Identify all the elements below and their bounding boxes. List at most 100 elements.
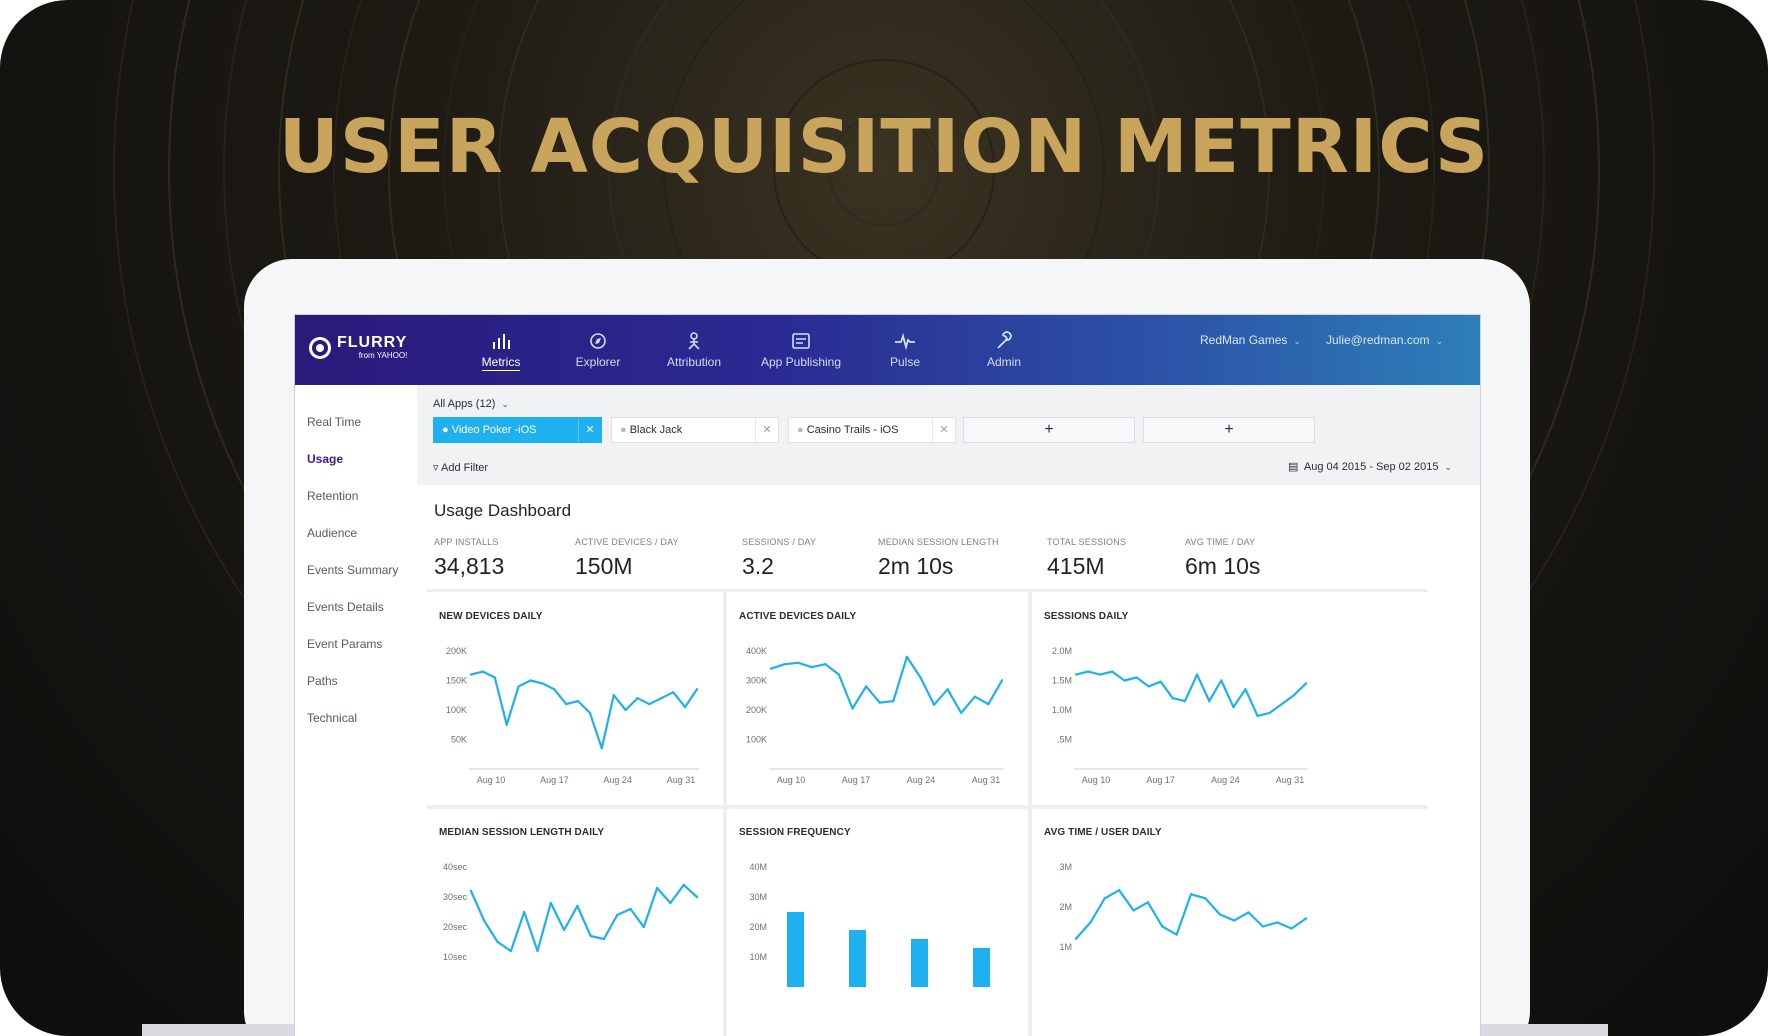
data-point xyxy=(960,711,963,715)
org-selector[interactable]: RedMan Games ⌄ xyxy=(1200,333,1301,347)
y-tick-label: 50K xyxy=(451,735,467,745)
data-point xyxy=(1256,714,1259,718)
sidebar-item-retention[interactable]: Retention xyxy=(307,489,359,503)
data-point xyxy=(1000,679,1004,682)
chart-card-avg-time: AVG TIME / USER DAILY 3M 2M 1M xyxy=(1032,809,1332,1036)
sidebar-item-technical[interactable]: Technical xyxy=(307,711,358,725)
data-point xyxy=(624,708,627,712)
data-point xyxy=(660,696,663,700)
y-tick-label: 100K xyxy=(746,735,767,745)
y-tick-label: 1M xyxy=(1059,942,1072,952)
data-point xyxy=(1204,897,1207,900)
data-point xyxy=(946,688,949,691)
sidebar-item-usage[interactable]: Usage xyxy=(307,452,344,466)
y-tick-label: 150K xyxy=(446,676,467,686)
data-point xyxy=(1304,917,1308,920)
chart-title: MEDIAN SESSION LENGTH DAILY xyxy=(439,827,605,838)
data-point xyxy=(1232,919,1236,922)
sidebar-item-event-params[interactable]: Event Params xyxy=(307,637,383,651)
chart-card-active-devices: ACTIVE DEVICES DAILY 400K 300K 200K 100K Aug … xyxy=(727,593,1028,805)
data-point xyxy=(878,701,881,704)
chart-svg: 400K 300K 200K 100K Aug 10 Aug 17 Aug 24 Aug 31 xyxy=(746,646,1004,785)
y-tick-label: 400K xyxy=(746,646,767,656)
flurry-logo[interactable]: FLURRY from YAHOO! xyxy=(309,335,407,360)
data-point xyxy=(973,695,977,698)
app-chip-label: Video Poker -iOS xyxy=(451,424,537,436)
close-icon[interactable]: ✕ xyxy=(932,418,955,442)
y-tick-label: 40M xyxy=(749,862,767,872)
data-point xyxy=(1132,909,1135,912)
data-point xyxy=(553,688,556,691)
data-point xyxy=(1111,670,1114,673)
app-chip-black-jack[interactable]: ● Black Jack ✕ xyxy=(611,417,779,443)
x-tick-label: Aug 17 xyxy=(1146,775,1175,785)
chart-card-sessions: SESSIONS DAILY 2.0M 1.5M 1.0M .5M Aug 10 Aug 1… xyxy=(1032,593,1332,805)
nav-pulse[interactable]: Pulse xyxy=(855,331,955,369)
data-point xyxy=(509,949,513,953)
nav-app-publishing[interactable]: App Publishing xyxy=(741,331,861,369)
nav-app-publishing-label: App Publishing xyxy=(760,355,842,369)
nav-explorer[interactable]: Explorer xyxy=(548,331,648,369)
data-point xyxy=(1292,694,1296,697)
nav-admin-label: Admin xyxy=(986,355,1021,369)
stat-app-installs: APP INSTALLS 34,813 xyxy=(434,537,504,580)
series-line xyxy=(1075,889,1307,940)
filter-icon: ▿ xyxy=(433,462,439,474)
data-point xyxy=(864,685,868,688)
chart-card-new-devices: NEW DEVICES DAILY 200K 150K 100K 50K Aug 10 Au… xyxy=(427,593,723,805)
data-point xyxy=(589,934,592,938)
nav-admin[interactable]: Admin xyxy=(954,331,1054,369)
data-point xyxy=(1074,673,1078,676)
data-point xyxy=(669,901,672,905)
add-app-button[interactable]: + xyxy=(963,417,1135,443)
app-chip-casino-trails[interactable]: ● Casino Trails - iOS ✕ xyxy=(788,417,956,443)
add-app-button-2[interactable]: + xyxy=(1143,417,1315,443)
stat-label: SESSIONS / DAY xyxy=(742,537,817,547)
data-point xyxy=(1099,673,1102,676)
sidebar-item-events-summary[interactable]: Events Summary xyxy=(307,563,399,577)
sidebar-item-audience[interactable]: Audience xyxy=(307,526,358,540)
close-icon[interactable]: ✕ xyxy=(755,418,778,442)
y-tick-label: 10M xyxy=(749,952,767,962)
sidebar-item-events-details[interactable]: Events Details xyxy=(307,600,384,614)
data-point xyxy=(1123,679,1126,682)
data-point xyxy=(469,889,473,893)
data-point xyxy=(576,904,579,908)
stat-label: TOTAL SESSIONS xyxy=(1047,537,1127,547)
data-point xyxy=(529,679,532,682)
data-point xyxy=(562,928,566,932)
date-range-label: Aug 04 2015 - Sep 02 2015 xyxy=(1303,461,1439,473)
nav-pulse-label: Pulse xyxy=(889,355,921,369)
data-point xyxy=(1261,925,1265,928)
data-point xyxy=(987,702,990,706)
divider xyxy=(723,592,727,1036)
sidebar-item-real-time[interactable]: Real Time xyxy=(307,415,362,429)
add-filter-label: Add Filter xyxy=(440,462,489,474)
add-filter-button[interactable]: ▿ Add Filter xyxy=(433,461,488,474)
y-tick-label: 20sec xyxy=(443,922,468,932)
x-tick-label: Aug 17 xyxy=(842,775,871,785)
dashboard-title: Usage Dashboard xyxy=(434,501,572,520)
wrench-icon xyxy=(997,331,1012,349)
data-point xyxy=(1218,913,1221,916)
all-apps-dropdown[interactable]: All Apps (12) ⌄ xyxy=(433,398,509,410)
y-tick-label: 100K xyxy=(446,705,467,715)
data-point xyxy=(469,673,473,676)
chevron-down-icon: ⌄ xyxy=(1435,336,1444,346)
bar xyxy=(849,929,866,987)
date-range-picker[interactable]: ▤ Aug 04 2015 - Sep 02 2015 ⌄ xyxy=(1288,460,1452,473)
chevron-down-icon: ⌄ xyxy=(1293,336,1301,346)
data-point xyxy=(824,663,827,666)
y-tick-label: 3M xyxy=(1059,862,1072,872)
nav-attribution[interactable]: Attribution xyxy=(644,331,744,369)
stat-label: MEDIAN SESSION LENGTH xyxy=(878,537,999,547)
app-chip-video-poker[interactable]: ● Video Poker -iOS ✕ xyxy=(433,417,602,443)
close-icon[interactable]: ✕ xyxy=(578,418,601,442)
nav-metrics[interactable]: Metrics xyxy=(451,331,551,371)
data-point xyxy=(1268,711,1271,715)
sidebar-item-paths[interactable]: Paths xyxy=(307,674,338,688)
top-nav: FLURRY from YAHOO! Metrics Explorer Attr… xyxy=(295,315,1480,385)
data-point xyxy=(769,667,773,670)
y-tick-label: 10sec xyxy=(443,952,468,962)
user-menu[interactable]: Julie@redman.com ⌄ xyxy=(1326,333,1443,347)
